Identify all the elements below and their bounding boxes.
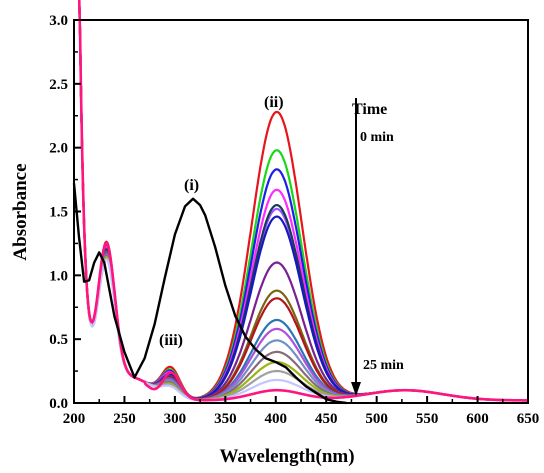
series-time-11 bbox=[78, 0, 529, 402]
peak-i-label: (i) bbox=[184, 177, 199, 194]
x-axis-title: Wavelength(nm) bbox=[219, 446, 354, 467]
x-tick-label: 450 bbox=[315, 411, 338, 427]
series-time-6 bbox=[78, 0, 529, 402]
time-start-label: 0 min bbox=[360, 130, 394, 145]
series-final bbox=[77, 0, 529, 402]
axes-layer: 200 250 300 350 400 450 500 550 600 650 0.0 0.5 1.0 1… bbox=[49, 13, 539, 427]
series-i bbox=[72, 183, 347, 405]
peak-iii-label: (iii) bbox=[159, 332, 183, 349]
series-time-13 bbox=[78, 0, 529, 402]
x-tick-label: 500 bbox=[365, 411, 388, 427]
series-time-7 bbox=[78, 0, 529, 402]
y-tick-label: 0.0 bbox=[49, 396, 68, 412]
series-time-9 bbox=[78, 0, 529, 402]
y-tick-label: 1.0 bbox=[49, 268, 68, 284]
series-time-10 bbox=[78, 0, 529, 402]
y-tick-label: 0.5 bbox=[49, 332, 68, 348]
series-time-16 bbox=[78, 0, 529, 402]
series-time-5 bbox=[78, 0, 529, 402]
x-tick-label: 400 bbox=[265, 411, 288, 427]
y-axis-title: Absorbance bbox=[10, 163, 31, 260]
x-tick-label: 250 bbox=[113, 411, 136, 427]
peak-ii-label: (ii) bbox=[264, 94, 284, 111]
y-tick-label: 2.0 bbox=[49, 141, 68, 157]
series-time-2 bbox=[78, 0, 529, 402]
series-time-8 bbox=[78, 0, 529, 402]
series-time-1 bbox=[78, 0, 529, 402]
x-tick-label: 650 bbox=[517, 411, 540, 427]
y-tick-label: 1.5 bbox=[49, 205, 68, 221]
plot-layer bbox=[72, 0, 529, 405]
x-tick-label: 300 bbox=[164, 411, 187, 427]
time-label: Time bbox=[352, 101, 387, 118]
time-arrow-head bbox=[351, 382, 361, 396]
x-tick-label: 200 bbox=[63, 411, 86, 427]
annotation-layer: (i) (ii) (iii) Time 0 min 25 min bbox=[159, 94, 404, 396]
series-time-3 bbox=[78, 0, 529, 402]
series-time-15 bbox=[78, 0, 529, 402]
time-end-label: 25 min bbox=[363, 358, 404, 373]
series-time-12 bbox=[78, 0, 529, 402]
x-tick-label: 550 bbox=[416, 411, 439, 427]
x-tick-label: 600 bbox=[466, 411, 489, 427]
series-time-0 bbox=[78, 0, 529, 402]
series-time-4 bbox=[78, 0, 529, 402]
y-tick-label: 3.0 bbox=[49, 13, 68, 29]
series-time-14 bbox=[78, 0, 529, 402]
x-tick-label: 350 bbox=[214, 411, 237, 427]
y-tick-label: 2.5 bbox=[49, 77, 68, 93]
